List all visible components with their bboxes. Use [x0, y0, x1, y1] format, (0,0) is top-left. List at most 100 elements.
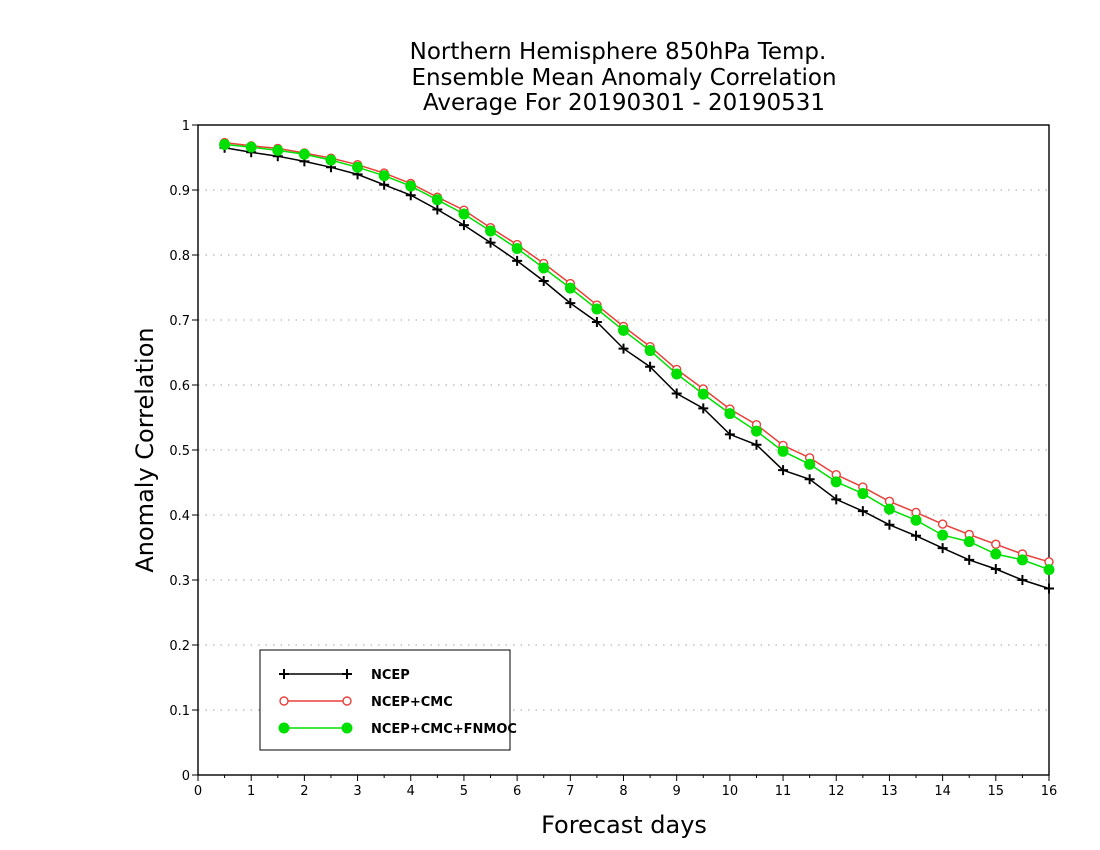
grid-lines: [198, 189, 1049, 711]
data-point: [618, 324, 629, 336]
x-tick-label: 12: [828, 784, 845, 799]
data-point: [963, 536, 975, 548]
data-point: [565, 298, 576, 309]
series-ncep-cmc-fnmoc: [219, 139, 1055, 576]
y-tick-label: 0.2: [169, 639, 190, 654]
x-tick-label: 7: [566, 784, 574, 799]
data-point: [991, 539, 1001, 549]
x-tick-label: 14: [934, 784, 951, 799]
x-tick-label: 9: [673, 784, 681, 799]
data-point: [778, 465, 789, 476]
x-tick-label: 6: [513, 784, 521, 799]
data-point: [325, 154, 337, 166]
x-tick-label: 8: [619, 784, 627, 799]
data-point: [964, 554, 975, 565]
legend-entry: NCEP+CMC: [279, 695, 453, 710]
data-point: [777, 445, 789, 457]
legend-label: NCEP+CMC+FNMOC: [371, 722, 517, 737]
data-point: [831, 494, 842, 505]
y-tick-label: 0.7: [169, 314, 190, 329]
data-point: [1017, 575, 1028, 585]
y-tick-label: 1: [182, 119, 190, 134]
data-point: [538, 262, 550, 274]
legend-entry: NCEP+CMC+FNMOC: [278, 722, 517, 737]
title-line-3: Average For 20190301 - 20190531: [423, 90, 825, 116]
y-axis-label: Anomaly Correlation: [131, 327, 159, 572]
x-tick-label: 16: [1041, 784, 1058, 799]
plot-frame: [197, 124, 1050, 776]
data-point: [671, 388, 682, 399]
data-point: [937, 529, 949, 541]
data-point: [1043, 564, 1055, 576]
data-point: [618, 343, 629, 354]
data-point: [644, 345, 656, 357]
title-line-2: Ensemble Mean Anomaly Correlation: [411, 65, 836, 91]
data-point: [298, 148, 310, 160]
data-point: [883, 503, 895, 515]
x-axis-label: Forecast days: [541, 811, 707, 839]
x-tick-label: 13: [881, 784, 898, 799]
x-tick-label: 10: [722, 784, 739, 799]
data-point: [857, 506, 868, 517]
data-point: [937, 519, 948, 529]
data-point: [671, 368, 683, 380]
data-point: [884, 519, 895, 530]
data-point: [990, 563, 1001, 574]
data-point: [458, 208, 470, 220]
legend: NCEP NCEP+CMC NCEP+CMC+FNMOC: [259, 649, 517, 751]
legend-marker: [341, 722, 353, 734]
data-point: [697, 388, 709, 400]
data-point: [804, 458, 816, 470]
data-point: [219, 139, 231, 150]
data-point: [724, 408, 736, 420]
data-point: [990, 548, 1002, 560]
x-tick-label: 2: [300, 784, 308, 799]
y-tick-label: 0.8: [169, 249, 190, 264]
data-point: [378, 170, 390, 182]
data-point: [352, 161, 364, 173]
x-tick-label: 15: [988, 784, 1005, 799]
x-tick-label: 5: [460, 784, 468, 799]
series-line: [224, 147, 1050, 590]
x-tick-label: 0: [194, 784, 202, 799]
data-point: [538, 276, 549, 286]
data-point: [512, 255, 523, 266]
data-point: [485, 225, 497, 237]
legend-entry: NCEP: [279, 668, 410, 683]
data-point: [645, 361, 656, 372]
legend-label: NCEP: [371, 668, 410, 683]
title-line-1: Northern Hemisphere 850hPa Temp.: [410, 39, 827, 65]
data-point: [751, 439, 762, 450]
data-point: [804, 474, 815, 485]
data-point: [511, 243, 523, 254]
y-tick-label: 0: [182, 769, 190, 784]
legend-marker: [342, 669, 352, 679]
data-point: [405, 190, 416, 201]
data-point: [431, 194, 443, 206]
y-tick-label: 0.4: [169, 509, 190, 524]
data-point: [485, 237, 496, 248]
data-point: [405, 180, 417, 192]
data-point: [245, 141, 257, 153]
y-tick-label: 0.6: [169, 379, 190, 394]
y-tick-label: 0.1: [169, 704, 190, 719]
x-tick-label: 1: [247, 784, 255, 799]
data-point: [379, 179, 390, 190]
legend-marker: [279, 669, 289, 679]
data-point: [591, 316, 602, 327]
legend-marker: [342, 696, 352, 706]
data-point: [458, 220, 469, 231]
data-point: [1044, 583, 1054, 594]
data-point: [911, 530, 922, 541]
y-tick-label: 0.9: [169, 184, 190, 199]
y-tick-label: 0.3: [169, 574, 190, 589]
data-point: [432, 204, 443, 215]
data-point: [910, 514, 922, 526]
data-point: [1016, 554, 1028, 566]
data-point: [724, 429, 735, 440]
legend-marker: [278, 722, 290, 734]
data-point: [564, 282, 576, 294]
data-point: [698, 403, 709, 414]
series-layer: [219, 137, 1055, 594]
